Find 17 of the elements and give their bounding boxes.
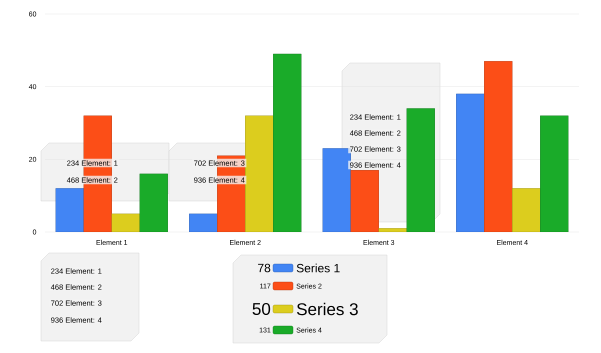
bar: [406, 108, 435, 232]
bar: [350, 170, 379, 232]
bar: [378, 228, 407, 232]
bar: [112, 214, 140, 232]
bar: [189, 214, 218, 232]
bar: [512, 188, 540, 232]
bar: [456, 94, 484, 232]
bar: [140, 174, 168, 232]
text: 78: [258, 264, 270, 272]
legend-label: Series 3: [296, 302, 358, 316]
bar: [56, 188, 84, 232]
bar: [484, 61, 512, 232]
bar: [322, 148, 351, 232]
bar: [273, 54, 302, 232]
legend-label: Series 1: [296, 264, 340, 272]
text: 50: [252, 302, 270, 316]
bar: [540, 116, 568, 232]
